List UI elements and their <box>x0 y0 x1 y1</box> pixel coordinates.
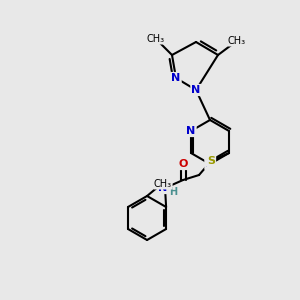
Text: CH₃: CH₃ <box>228 36 246 46</box>
Text: N: N <box>171 73 181 83</box>
Text: N: N <box>186 126 196 136</box>
Text: S: S <box>207 156 215 166</box>
Text: CH₃: CH₃ <box>154 179 172 189</box>
Text: N: N <box>158 183 168 193</box>
Text: N: N <box>191 85 201 95</box>
Text: O: O <box>178 159 188 169</box>
Text: N: N <box>206 159 214 169</box>
Text: H: H <box>169 187 177 197</box>
Text: CH₃: CH₃ <box>147 34 165 44</box>
